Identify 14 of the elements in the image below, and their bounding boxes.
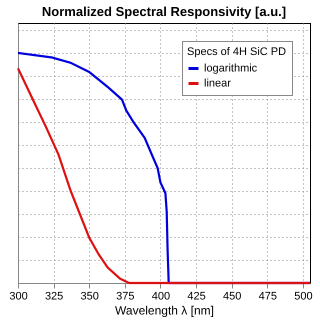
x-tick-label: 425 [187,290,206,302]
x-tick-label: 450 [222,290,242,302]
x-tick-label: 400 [152,290,170,302]
x-tick-label: 325 [44,290,64,302]
legend-label: logarithmic [204,62,258,74]
chart-title: Normalized Spectral Responsivity [a.u.] [42,4,286,19]
x-tick-label: 300 [9,290,28,302]
legend-label: linear [204,78,232,90]
x-tick-label: 500 [294,290,313,302]
x-tick-label: 475 [258,290,277,302]
legend-title: Specs of 4H SiC PD [187,46,286,58]
x-axis-title: Wavelength λ [nm] [115,304,214,318]
x-tick-label: 350 [80,290,99,302]
x-tick-label: 375 [116,290,135,302]
